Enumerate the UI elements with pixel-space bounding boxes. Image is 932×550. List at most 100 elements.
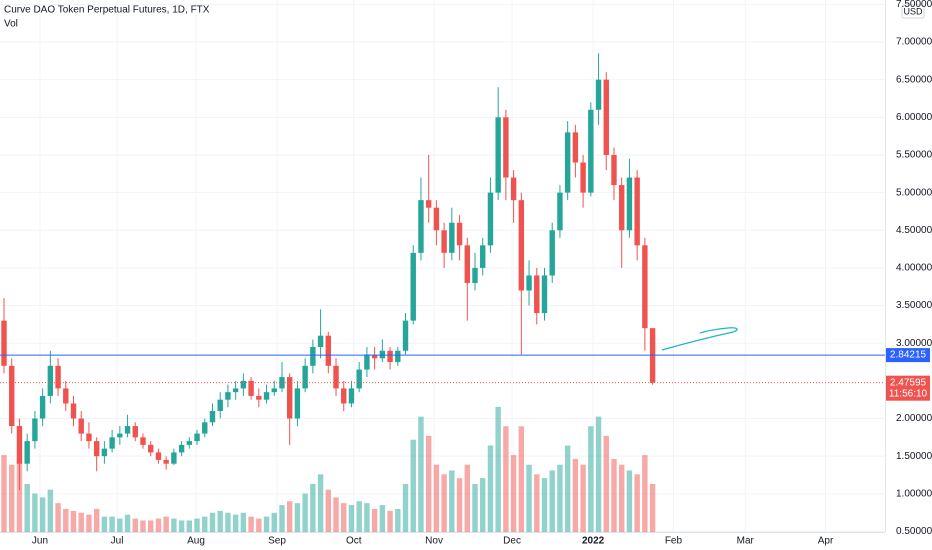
volume-bar — [325, 489, 332, 532]
volume-bar — [418, 416, 424, 532]
candle-body — [387, 350, 393, 363]
volume-bar — [410, 439, 416, 532]
candle-body — [449, 222, 455, 253]
candle-body — [310, 346, 316, 366]
volume-bar — [526, 464, 532, 532]
candle-body — [626, 177, 633, 231]
volume-bar — [70, 510, 77, 532]
volume-bar — [564, 445, 571, 532]
candle-body — [603, 79, 609, 155]
x-tick-label: Nov — [425, 536, 443, 547]
volume-bar — [63, 508, 69, 532]
chart-title: Curve DAO Token Perpetual Futures, 1D, F… — [4, 5, 210, 16]
volume-bar — [163, 516, 169, 532]
candle-body — [472, 267, 478, 283]
x-tick-label: Jun — [32, 536, 48, 547]
volume-bar — [132, 518, 138, 532]
candle-body — [333, 365, 339, 389]
candle-body — [232, 388, 239, 393]
volume-bar — [279, 505, 285, 532]
x-tick-label: Feb — [665, 536, 683, 547]
volume-bar — [124, 514, 131, 532]
volume-bar — [348, 505, 355, 532]
y-tick-label: 3.00000 — [896, 338, 932, 349]
candle-body — [117, 433, 123, 438]
volume-bar — [441, 474, 447, 532]
x-tick-label: Aug — [187, 536, 205, 547]
candle-body — [395, 350, 401, 363]
volume-bar — [24, 483, 30, 532]
volume-bar — [425, 435, 432, 532]
volume-bar — [148, 520, 154, 532]
volume-bar — [117, 518, 123, 532]
grid — [0, 0, 885, 532]
candle-body — [402, 320, 409, 351]
volume-label: Vol — [4, 19, 18, 30]
volume-bar — [649, 483, 656, 532]
candle-body — [503, 117, 509, 178]
volume-bar — [32, 493, 38, 532]
candle-body — [534, 275, 540, 314]
volume-bar — [171, 518, 177, 532]
volume-bar — [286, 501, 293, 532]
volume-bar — [9, 464, 15, 532]
candle-body — [634, 177, 640, 246]
candle-body — [595, 79, 602, 110]
candle-body — [39, 395, 46, 419]
y-tick-label: 1.50000 — [896, 451, 932, 462]
candle-body — [209, 410, 216, 423]
candle-body — [541, 275, 548, 314]
candle-body — [364, 354, 370, 370]
volume-bar — [379, 505, 386, 532]
volume-bar — [55, 503, 61, 532]
candle-body — [24, 441, 30, 464]
y-tick-label: 1.00000 — [896, 488, 932, 499]
candle-body — [549, 230, 555, 276]
candle-body — [611, 154, 617, 186]
candle-body — [619, 185, 625, 231]
y-tick-label: 2.00000 — [896, 413, 932, 424]
volume-bar — [634, 474, 640, 532]
candle-body — [109, 437, 115, 449]
candle-body — [564, 132, 571, 193]
volume-bar — [302, 493, 308, 532]
candle-body — [55, 365, 61, 389]
candle-body — [464, 245, 470, 283]
candle-body — [155, 452, 162, 460]
volume-bar — [387, 510, 393, 532]
last-price-box — [886, 375, 930, 401]
candle-body — [341, 388, 347, 404]
candle-body — [510, 177, 517, 201]
candle-body — [642, 245, 648, 329]
volume-bar — [217, 510, 223, 532]
y-tick-label: 5.50000 — [896, 150, 932, 161]
candle-body — [178, 444, 185, 453]
candle-body — [495, 117, 501, 193]
candle-body — [433, 207, 440, 231]
price-label: 2.84215 — [890, 350, 927, 361]
candle-body — [518, 200, 525, 291]
volume-bar — [572, 458, 579, 532]
candle-body — [441, 230, 447, 253]
y-tick-label: 7.00000 — [896, 37, 932, 48]
candle-body — [371, 354, 378, 359]
volume-bar — [495, 407, 501, 532]
y-tick-label: 6.50000 — [896, 74, 932, 85]
volume-bar — [341, 503, 347, 532]
volume-bar — [402, 483, 409, 532]
candle-body — [263, 392, 270, 400]
volume-bar — [619, 464, 625, 532]
candle-body — [271, 388, 277, 393]
candle-body — [410, 252, 416, 321]
volume-bar — [557, 464, 563, 532]
x-tick-label: Sep — [268, 536, 286, 547]
countdown: 11:56:10 — [889, 388, 928, 399]
candle-body — [425, 200, 432, 208]
candle-body — [148, 444, 154, 453]
y-tick-label: 0.50000 — [896, 526, 932, 537]
volume-bar — [487, 445, 494, 532]
candle-body — [302, 365, 308, 389]
x-tick-label: Oct — [346, 536, 362, 547]
